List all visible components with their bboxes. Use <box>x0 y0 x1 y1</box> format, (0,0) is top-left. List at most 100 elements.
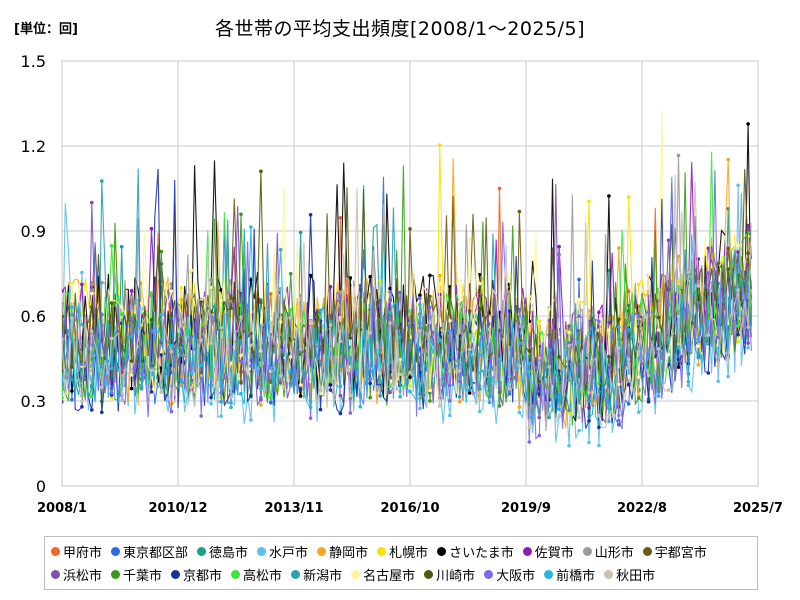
series-point-17 <box>577 314 581 318</box>
series-point-17 <box>259 395 263 400</box>
series-point-19 <box>746 325 750 329</box>
legend-marker <box>317 546 327 556</box>
series-point-17 <box>497 385 502 389</box>
series-point-11 <box>159 249 164 254</box>
series-point-18 <box>676 346 681 350</box>
series-point-18 <box>109 366 114 371</box>
series-point-19 <box>328 323 333 327</box>
series-point-1 <box>626 402 631 406</box>
series-point-4 <box>438 273 442 278</box>
series-point-18 <box>62 375 64 380</box>
legend-marker <box>642 546 652 556</box>
series-point-17 <box>646 310 651 315</box>
series-point-8 <box>338 290 343 294</box>
series-point-16 <box>90 305 94 309</box>
series-point-15 <box>239 353 243 358</box>
legend-label: 千葉市 <box>123 568 163 584</box>
series-point-12 <box>418 370 422 375</box>
series-point-14 <box>626 328 631 332</box>
series-point-0 <box>338 216 343 220</box>
legend-item: 名古屋市 <box>351 565 415 584</box>
series-point-17 <box>666 302 671 307</box>
series-point-14 <box>587 399 591 403</box>
series-point-13 <box>328 379 333 383</box>
series-point-18 <box>239 391 243 396</box>
series-point-14 <box>467 388 472 392</box>
series-point-19 <box>308 319 313 323</box>
series-point-19 <box>716 364 720 368</box>
series-point-15 <box>119 305 124 310</box>
series-point-7 <box>129 289 134 293</box>
series-point-17 <box>189 335 194 339</box>
series-point-18 <box>487 400 492 405</box>
legend-label: 静岡市 <box>329 545 369 561</box>
series-point-17 <box>537 433 542 438</box>
series-point-19 <box>686 271 691 275</box>
legend-item: 新潟市 <box>291 565 342 584</box>
series-point-19 <box>617 346 621 350</box>
series-point-18 <box>378 380 383 384</box>
series-point-5 <box>408 384 412 388</box>
series-point-19 <box>169 349 174 354</box>
series-point-17 <box>428 305 432 310</box>
legend-marker <box>197 546 207 556</box>
y-tick-label: 0.6 <box>21 307 46 326</box>
series-point-2 <box>298 230 303 235</box>
series-point-19 <box>736 288 740 292</box>
series-point-3 <box>577 428 581 433</box>
series-point-19 <box>62 337 64 341</box>
series-point-13 <box>90 394 94 399</box>
series-point-18 <box>597 421 601 426</box>
series-point-18 <box>259 387 263 391</box>
series-point-18 <box>517 341 522 346</box>
series-point-6 <box>129 386 134 391</box>
series-point-12 <box>587 419 591 423</box>
series-point-17 <box>100 312 104 317</box>
series-point-19 <box>358 384 363 388</box>
series-point-17 <box>617 418 621 423</box>
series-point-17 <box>229 344 233 349</box>
series-point-14 <box>288 369 293 374</box>
legend-marker <box>544 569 554 579</box>
series-point-14 <box>378 394 383 398</box>
series-point-12 <box>328 388 333 392</box>
x-tick-label: 2019/9 <box>501 501 551 516</box>
series-point-18 <box>219 400 223 404</box>
series-point-3 <box>597 443 601 448</box>
series-point-12 <box>149 390 154 394</box>
legend-row: 浜松市 千葉市 京都市 高松市 新潟市 名古屋市 川崎市 大阪市 前橋市 秋田市 <box>51 564 664 584</box>
series-point-19 <box>368 331 373 335</box>
series-point-13 <box>388 384 392 389</box>
series-point-11 <box>428 399 432 403</box>
series-point-19 <box>229 395 233 400</box>
series-point-18 <box>159 312 164 317</box>
series-point-10 <box>666 238 671 243</box>
series-point-7 <box>557 244 561 249</box>
series-point-15 <box>428 388 432 393</box>
legend-item: 千葉市 <box>111 565 162 584</box>
legend-marker <box>351 569 361 579</box>
y-tick-label: 0.3 <box>21 392 46 411</box>
series-point-19 <box>547 364 551 369</box>
series-point-16 <box>229 306 233 310</box>
legend-label: 京都市 <box>183 568 223 584</box>
series-point-19 <box>199 338 203 342</box>
legend-marker <box>231 569 241 579</box>
legend-label: 札幌市 <box>389 545 429 561</box>
series-point-18 <box>308 405 313 410</box>
series-point-19 <box>149 368 154 373</box>
series-point-14 <box>179 353 184 358</box>
series-point-18 <box>497 357 502 361</box>
series-point-15 <box>557 335 561 340</box>
legend-marker <box>51 546 60 556</box>
legend-item: 京都市 <box>171 565 222 584</box>
series-point-16 <box>119 344 124 349</box>
series-point-12 <box>298 387 303 392</box>
x-tick-label: 2016/10 <box>380 501 439 516</box>
series-point-13 <box>736 324 740 328</box>
series-point-2 <box>119 244 124 249</box>
series-point-3 <box>716 379 720 384</box>
series-point-5 <box>587 199 591 204</box>
series-point-15 <box>696 344 701 349</box>
series-point-19 <box>288 316 293 320</box>
